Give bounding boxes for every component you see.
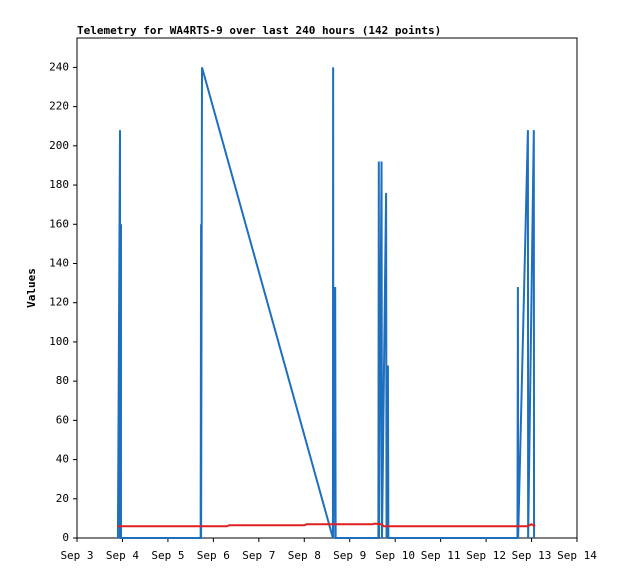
plot-frame	[76, 37, 578, 539]
y-tick-label: 0	[62, 531, 69, 544]
x-tick-label: Sep 13	[512, 549, 552, 562]
x-tick-label: Sep 4	[106, 549, 139, 562]
x-tick-label: Sep 3	[60, 549, 93, 562]
x-tick-label: Sep 6	[197, 549, 230, 562]
y-tick-label: 180	[49, 178, 69, 191]
y-tick-label: 80	[56, 374, 69, 387]
y-tick-label: 140	[49, 256, 69, 269]
y-tick-label: 160	[49, 217, 69, 230]
x-tick-label: Sep 9	[333, 549, 366, 562]
x-tick-label: Sep 12	[466, 549, 506, 562]
y-axis-label: Values	[25, 268, 38, 308]
y-tick-label: 20	[56, 492, 69, 505]
x-tick-label: Sep 14	[557, 549, 597, 562]
chart-title: Telemetry for WA4RTS-9 over last 240 hou…	[77, 24, 441, 37]
y-tick-label: 60	[56, 413, 69, 426]
y-tick-label: 40	[56, 453, 69, 466]
x-tick-label: Sep 10	[375, 549, 415, 562]
x-tick-label: Sep 11	[421, 549, 461, 562]
x-tick-label: Sep 7	[242, 549, 275, 562]
y-tick-label: 120	[49, 296, 69, 309]
x-tick-label: Sep 5	[151, 549, 184, 562]
series-line	[117, 522, 536, 528]
y-tick-label: 240	[49, 60, 69, 73]
y-tick-label: 100	[49, 335, 69, 348]
y-tick-label: 220	[49, 100, 69, 113]
x-tick-label: Sep 8	[288, 549, 321, 562]
y-tick-label: 200	[49, 139, 69, 152]
series-line	[116, 67, 536, 539]
